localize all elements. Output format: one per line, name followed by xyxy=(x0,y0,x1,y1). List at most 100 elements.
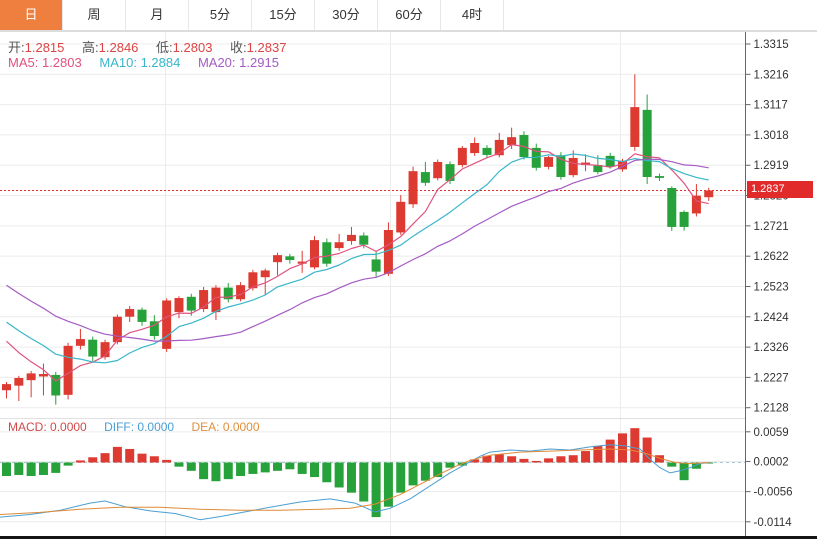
candle-body xyxy=(223,287,233,300)
candle-body xyxy=(211,287,221,313)
macd-hist-bar xyxy=(174,462,184,467)
tab-15min[interactable]: 15分 xyxy=(252,0,315,30)
macd-axis-tick-label: 0.0059 xyxy=(754,427,789,439)
candle-body xyxy=(162,300,172,349)
macd-hist-bar xyxy=(334,462,344,488)
macd-axis-tick-label: 0.0002 xyxy=(754,456,789,468)
macd-hist-bar xyxy=(310,462,319,478)
price-axis-tick-label: 1.3018 xyxy=(754,130,789,142)
candle-body xyxy=(285,256,295,261)
macd-hist-bar xyxy=(273,462,283,471)
tab-day[interactable]: 日 xyxy=(0,0,63,30)
candle-body xyxy=(334,242,344,249)
ma20-label: MA20: xyxy=(197,55,236,70)
dea-label: DEA: xyxy=(191,420,220,434)
candle-body xyxy=(63,345,73,395)
candle-body xyxy=(593,165,603,173)
candle-body xyxy=(618,160,627,170)
candle-body xyxy=(149,321,159,337)
high-label: 高: xyxy=(82,40,99,55)
low-label: 低: xyxy=(156,40,173,55)
dea-line xyxy=(0,448,711,515)
candle-body xyxy=(236,285,246,300)
candle-body xyxy=(51,374,61,396)
price-axis: 1.33151.32161.31171.30181.29191.28201.27… xyxy=(745,32,793,537)
price-axis-tick-label: 1.2326 xyxy=(754,342,789,354)
price-axis-tick-label: 1.3216 xyxy=(754,69,789,81)
candle-body xyxy=(88,339,98,357)
ohlc-readout: 开:1.2815 高:1.2846 低:1.2803 收:1.2837 xyxy=(8,37,300,56)
macd-hist-bar xyxy=(383,462,393,507)
price-axis-tick-label: 1.2128 xyxy=(754,403,789,415)
macd-layer xyxy=(0,428,745,521)
macd-hist-bar xyxy=(519,458,529,463)
candle-body xyxy=(273,255,283,263)
tab-month[interactable]: 月 xyxy=(126,0,189,30)
bottom-border xyxy=(0,536,817,539)
candle-body xyxy=(396,201,406,233)
tab-week[interactable]: 周 xyxy=(63,0,126,30)
low-value: 1.2803 xyxy=(172,40,213,55)
tab-30min[interactable]: 30分 xyxy=(315,0,378,30)
macd-hist-bar xyxy=(137,453,147,463)
macd-hist-bar xyxy=(667,462,677,467)
ma-readout: MA5: 1.2803 MA10: 1.2884 MA20: 1.2915 xyxy=(8,55,293,70)
price-axis-tick-label: 1.2523 xyxy=(754,281,789,293)
candle-body xyxy=(260,270,270,278)
macd-hist-bar xyxy=(568,455,578,463)
macd-hist-bar xyxy=(445,462,455,468)
ma10-value: 1.2884 xyxy=(140,55,181,70)
macd-hist-bar xyxy=(408,462,418,486)
macd-hist-bar xyxy=(470,459,480,463)
macd-hist-bar xyxy=(654,455,664,463)
macd-hist-bar xyxy=(618,433,627,463)
macd-hist-bar xyxy=(149,456,159,463)
ma5-label: MA5: xyxy=(8,55,39,70)
candle-body xyxy=(125,309,135,317)
candle-body xyxy=(642,109,652,177)
candle-body xyxy=(433,161,443,179)
diff-label: DIFF: xyxy=(104,420,135,434)
macd-hist-bar xyxy=(14,462,24,475)
macd-value: 0.0000 xyxy=(50,420,87,434)
macd-hist-bar xyxy=(260,462,270,473)
candle-body xyxy=(174,298,184,313)
macd-axis-tick-label: -0.0056 xyxy=(754,487,793,499)
candles-layer xyxy=(2,74,714,405)
open-label: 开: xyxy=(8,40,25,55)
macd-hist-bar xyxy=(63,462,73,466)
tab-60min[interactable]: 60分 xyxy=(378,0,441,30)
price-axis-tick-label: 1.2721 xyxy=(754,221,789,233)
candle-body xyxy=(494,139,504,156)
candle-body xyxy=(667,188,677,227)
candle-body xyxy=(445,164,455,181)
macd-hist-bar xyxy=(51,462,61,473)
macd-hist-bar xyxy=(285,462,295,470)
price-axis-tick-label: 1.2227 xyxy=(754,372,789,384)
macd-hist-bar xyxy=(679,462,689,481)
macd-hist-bar xyxy=(297,462,307,474)
macd-hist-bar xyxy=(371,462,381,518)
macd-hist-bar xyxy=(125,448,135,463)
high-value: 1.2846 xyxy=(98,40,139,55)
candle-body xyxy=(544,157,554,167)
macd-hist-bar xyxy=(75,460,85,463)
macd-hist-bar xyxy=(248,462,258,474)
macd-hist-bar xyxy=(199,462,209,480)
tab-4hour[interactable]: 4时 xyxy=(441,0,504,30)
macd-hist-bar xyxy=(544,458,554,463)
macd-hist-bar xyxy=(494,454,504,463)
candle-body xyxy=(691,195,701,214)
macd-hist-bar xyxy=(359,462,369,502)
candle-body xyxy=(322,242,332,264)
macd-hist-bar xyxy=(88,457,98,463)
price-axis-tick-label: 1.2424 xyxy=(754,312,790,324)
candle-body xyxy=(457,147,467,166)
macd-hist-bar xyxy=(593,445,603,463)
tab-5min[interactable]: 5分 xyxy=(189,0,252,30)
candle-body xyxy=(630,107,640,147)
price-axis-tick-label: 1.2919 xyxy=(754,160,789,172)
candle-body xyxy=(137,309,147,322)
